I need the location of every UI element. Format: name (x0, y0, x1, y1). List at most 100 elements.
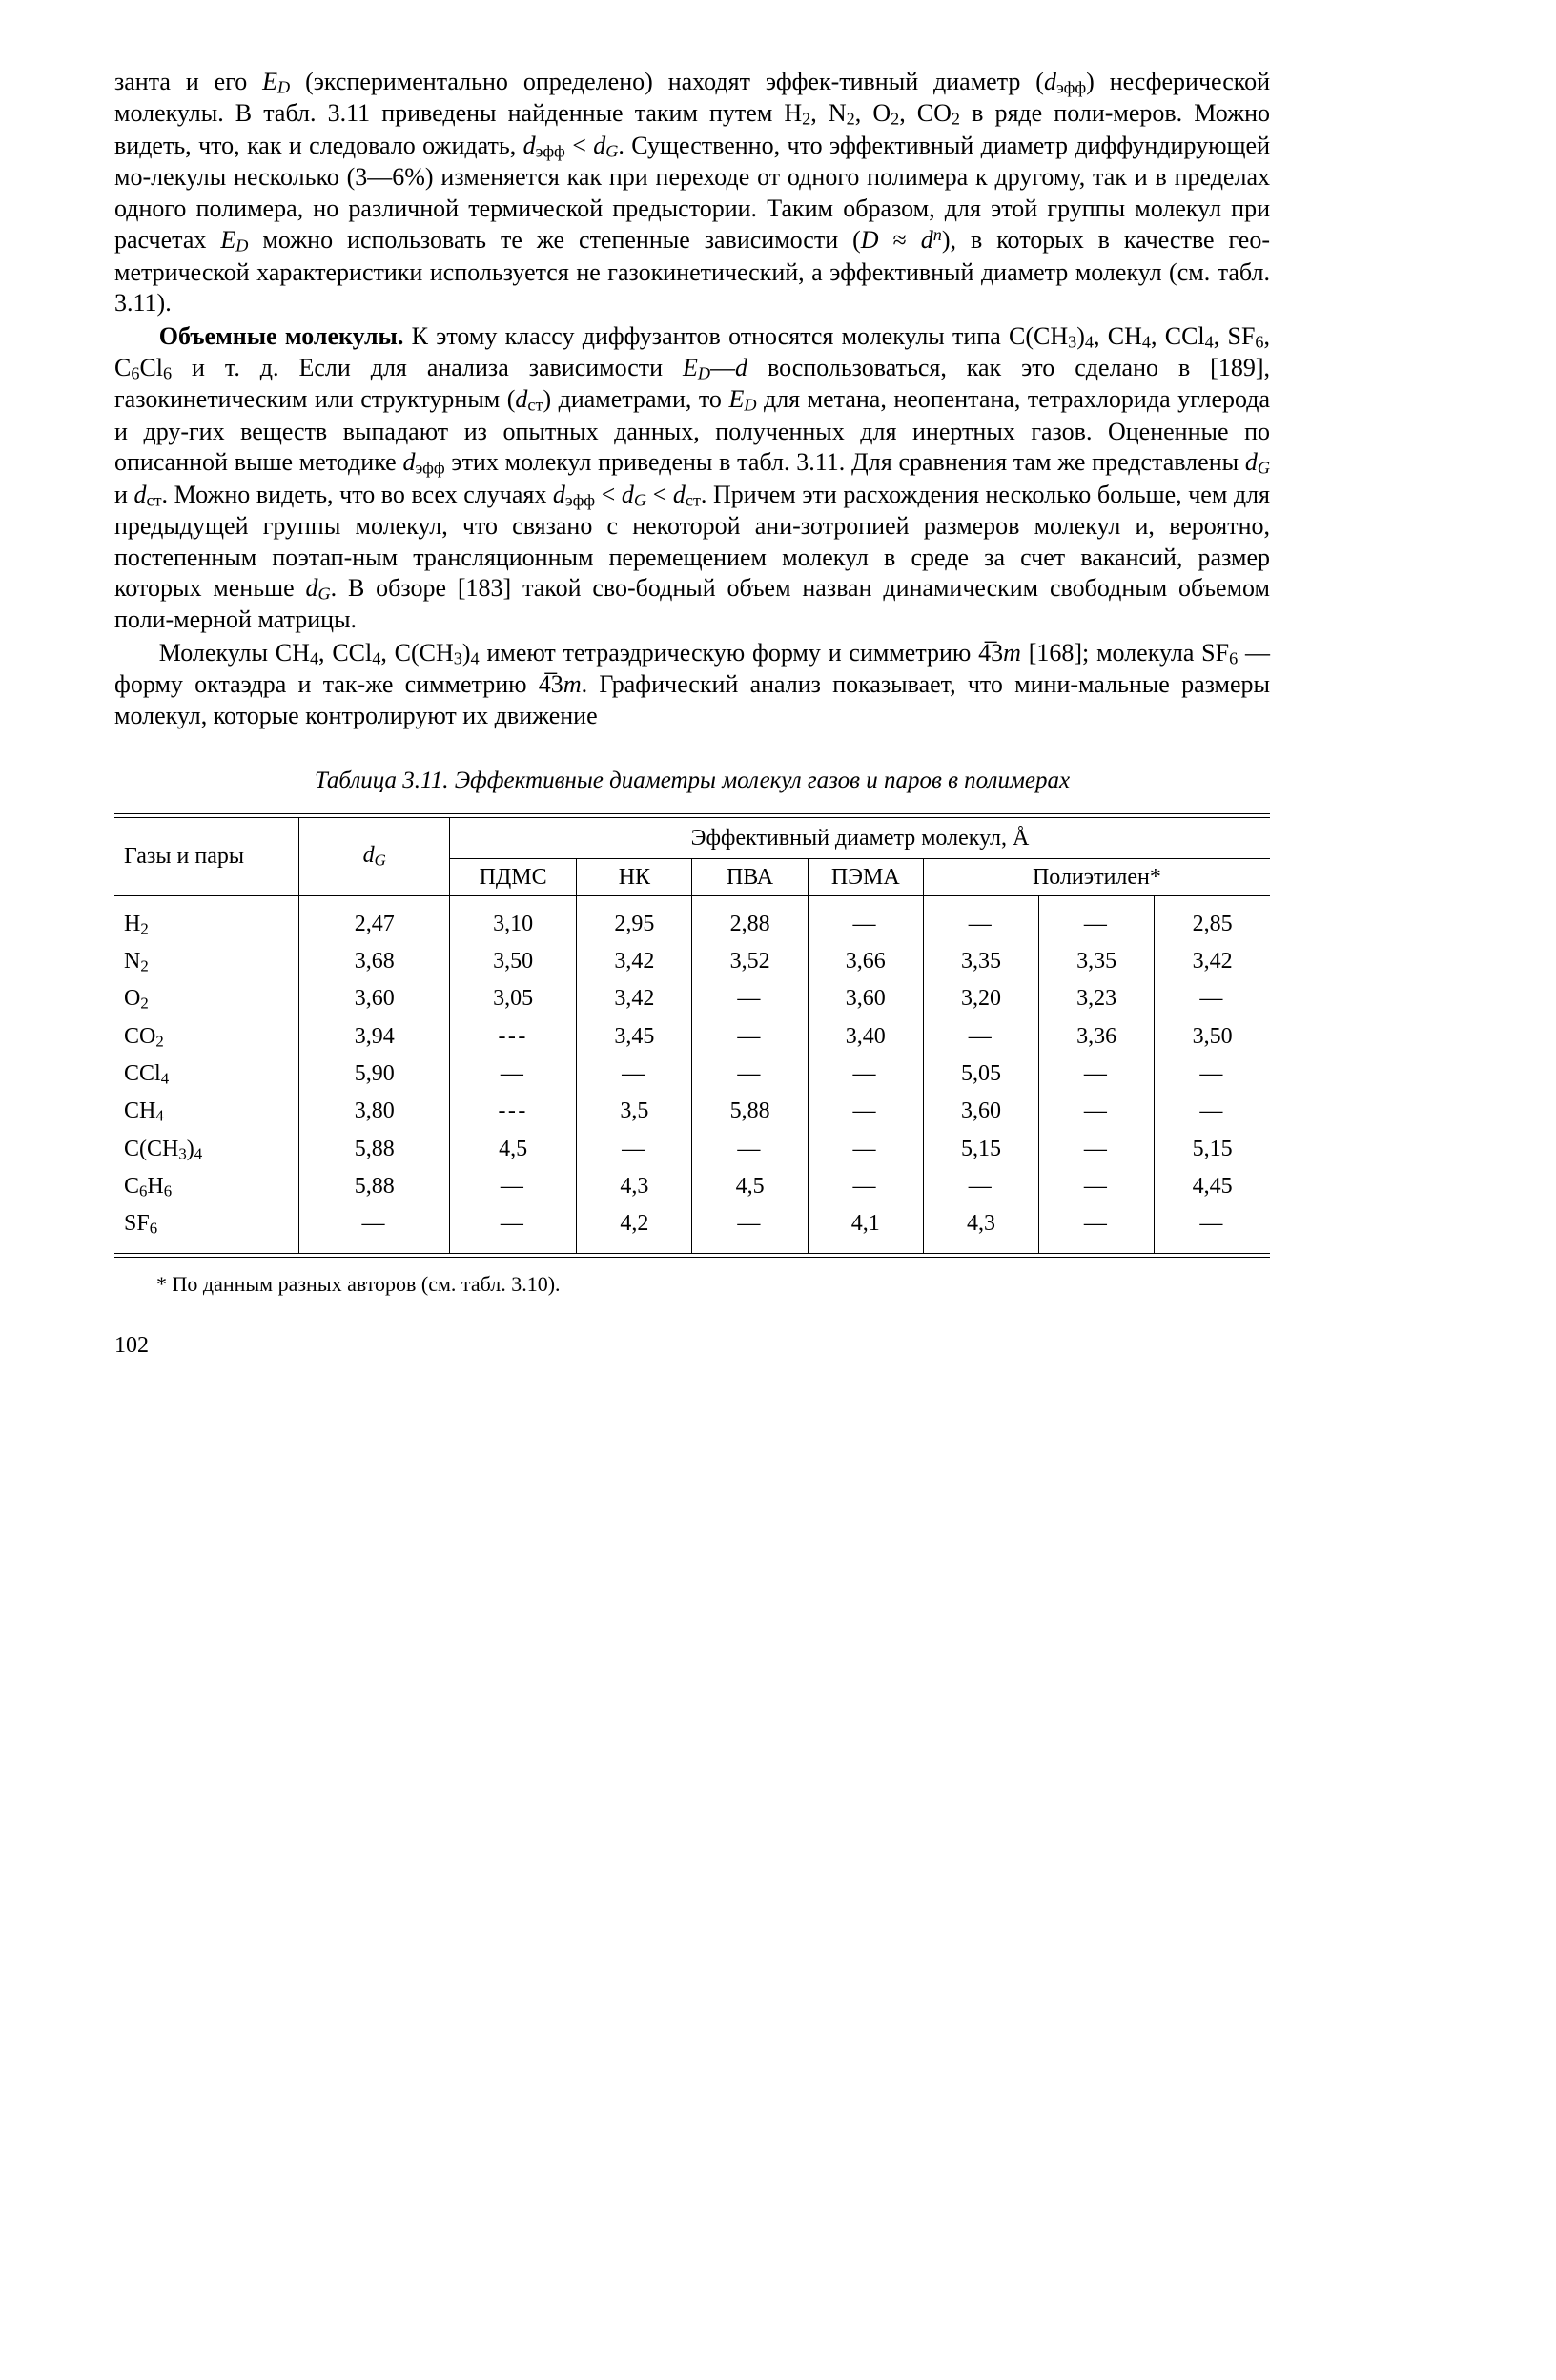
table-cell: 3,20 (923, 980, 1038, 1017)
table-cell: 3,50 (449, 943, 576, 980)
table-cell: CO2 (114, 1018, 299, 1056)
table-cell: — (692, 1056, 808, 1093)
col-subheader: ПЭМА (808, 858, 923, 895)
table-cell: 3,50 (1155, 1018, 1270, 1056)
col-header-dg: dG (299, 818, 450, 896)
table-cell: — (1039, 1093, 1155, 1130)
table-cell: — (1155, 1205, 1270, 1253)
table-cell: 3,23 (1039, 980, 1155, 1017)
table-cell: 4,5 (692, 1168, 808, 1205)
table-cell: 3,42 (577, 943, 692, 980)
table-cell: 3,5 (577, 1093, 692, 1130)
table-cell: 3,42 (1155, 943, 1270, 980)
table-cell: 2,88 (692, 895, 808, 943)
table-cell: H2 (114, 895, 299, 943)
table-cell: N2 (114, 943, 299, 980)
table-cell: 5,88 (692, 1093, 808, 1130)
table-cell: — (577, 1056, 692, 1093)
table-cell: CCl4 (114, 1056, 299, 1093)
paragraph-1: занта и его ED (экспериментально определ… (114, 67, 1270, 319)
table-row: O23,603,053,42—3,603,203,23— (114, 980, 1270, 1017)
table-cell: — (923, 1168, 1038, 1205)
table-cell: 3,05 (449, 980, 576, 1017)
table-cell: — (577, 1131, 692, 1168)
table-cell: — (449, 1205, 576, 1253)
table-cell: 5,15 (1155, 1131, 1270, 1168)
table-cell: SF6 (114, 1205, 299, 1253)
table-cell: 4,1 (808, 1205, 923, 1253)
table-cell: 3,42 (577, 980, 692, 1017)
table-cell: — (808, 895, 923, 943)
table-cell: C(CH3)4 (114, 1131, 299, 1168)
table-cell: — (1039, 1205, 1155, 1253)
table-cell: — (808, 1056, 923, 1093)
table-cell: 4,45 (1155, 1168, 1270, 1205)
table-cell: 3,80 (299, 1093, 450, 1130)
table-cell: 3,10 (449, 895, 576, 943)
table-row: C(CH3)45,884,5———5,15—5,15 (114, 1131, 1270, 1168)
table-cell: 3,60 (808, 980, 923, 1017)
table-cell: — (1155, 980, 1270, 1017)
table-cell: — (808, 1093, 923, 1130)
table-row: CO23,94---3,45—3,40—3,363,50 (114, 1018, 1270, 1056)
table-cell: 3,36 (1039, 1018, 1155, 1056)
col-header-effective-group: Эффективный диаметр молекул, Å (449, 818, 1270, 859)
table-cell: 2,85 (1155, 895, 1270, 943)
table-cell: — (1039, 1131, 1155, 1168)
table-cell: 3,35 (923, 943, 1038, 980)
table-caption: Таблица 3.11. Эффективные диаметры молек… (114, 766, 1270, 795)
table-row: CCl45,90————5,05—— (114, 1056, 1270, 1093)
table-cell: — (692, 1131, 808, 1168)
table-cell: 3,60 (299, 980, 450, 1017)
col-subheader: НК (577, 858, 692, 895)
table-cell: — (1155, 1056, 1270, 1093)
table-cell: 5,15 (923, 1131, 1038, 1168)
table-cell: — (808, 1168, 923, 1205)
table-cell: 5,90 (299, 1056, 450, 1093)
table-cell: — (1155, 1093, 1270, 1130)
table-cell: — (808, 1131, 923, 1168)
col-subheader: Полиэтилен* (923, 858, 1270, 895)
table-cell: — (449, 1168, 576, 1205)
table-cell: — (299, 1205, 450, 1253)
col-header-gas: Газы и пары (114, 818, 299, 896)
table-cell: — (692, 980, 808, 1017)
table-row: H22,473,102,952,88———2,85 (114, 895, 1270, 943)
table-cell: 2,47 (299, 895, 450, 943)
table-cell: 3,60 (923, 1093, 1038, 1130)
table-row: CH43,80---3,55,88—3,60—— (114, 1093, 1270, 1130)
table-cell: 3,68 (299, 943, 450, 980)
data-table: Газы и пары dG Эффективный диаметр молек… (114, 813, 1270, 1258)
table-cell: 3,66 (808, 943, 923, 980)
table-cell: 4,5 (449, 1131, 576, 1168)
paragraph-2-lead: Объемные молекулы. (159, 322, 404, 350)
table-cell: — (692, 1205, 808, 1253)
table-cell: 5,05 (923, 1056, 1038, 1093)
table-cell: — (449, 1056, 576, 1093)
table-cell: --- (449, 1093, 576, 1130)
table-cell: — (692, 1018, 808, 1056)
table-row: SF6——4,2—4,14,3—— (114, 1205, 1270, 1253)
table-cell: --- (449, 1018, 576, 1056)
page-number: 102 (114, 1331, 1270, 1360)
table-cell: — (1039, 1056, 1155, 1093)
table-cell: 4,2 (577, 1205, 692, 1253)
table-cell: — (923, 1018, 1038, 1056)
table-cell: 3,40 (808, 1018, 923, 1056)
table-cell: 3,52 (692, 943, 808, 980)
paragraph-3: Молекулы CH4, CCl4, C(CH3)4 имеют тетраэ… (114, 638, 1270, 731)
col-subheader: ПДМС (449, 858, 576, 895)
table-cell: O2 (114, 980, 299, 1017)
table-cell: 3,35 (1039, 943, 1155, 980)
table-cell: — (1039, 895, 1155, 943)
table-cell: CH4 (114, 1093, 299, 1130)
table-row: C6H65,88—4,34,5———4,45 (114, 1168, 1270, 1205)
table-cell: C6H6 (114, 1168, 299, 1205)
table-cell: 4,3 (923, 1205, 1038, 1253)
table-footnote: * По данным разных авторов (см. табл. 3.… (114, 1271, 1270, 1298)
paragraph-2: Объемные молекулы. К этому классу диффуз… (114, 321, 1270, 636)
col-subheader: ПВА (692, 858, 808, 895)
table-cell: 5,88 (299, 1168, 450, 1205)
table-cell: 5,88 (299, 1131, 450, 1168)
table-cell: 3,94 (299, 1018, 450, 1056)
